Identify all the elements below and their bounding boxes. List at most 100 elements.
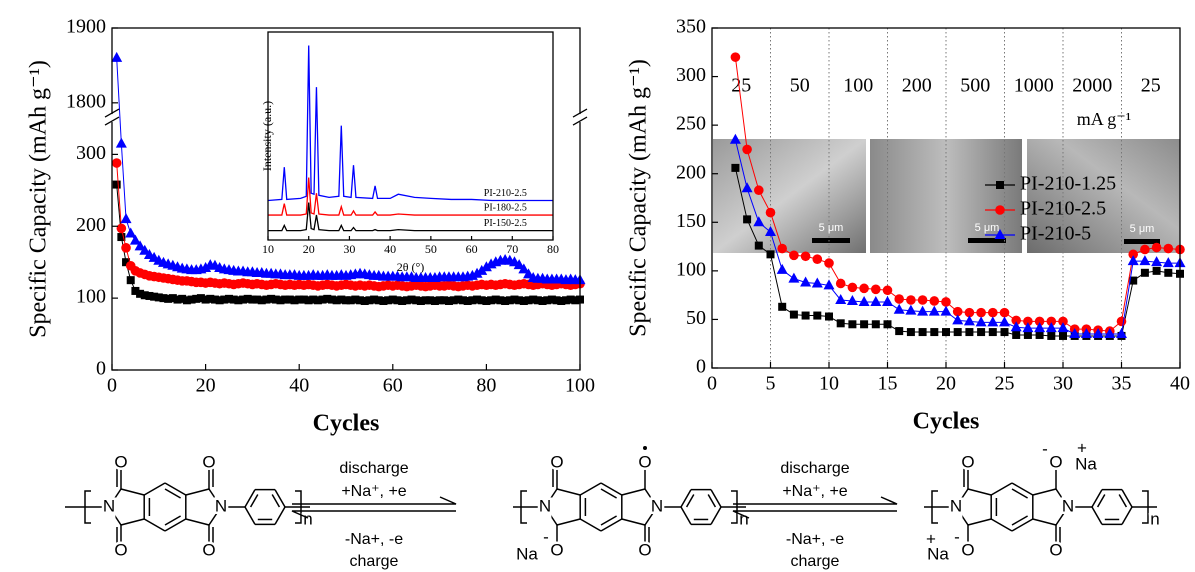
marker — [741, 182, 753, 193]
bond — [274, 489, 286, 508]
marker — [953, 328, 962, 337]
marker — [285, 295, 294, 304]
marker — [173, 295, 182, 304]
marker — [295, 295, 304, 304]
marker — [918, 328, 927, 337]
series-line — [268, 202, 553, 232]
marker — [150, 292, 159, 301]
marker — [121, 243, 131, 253]
marker — [859, 283, 869, 294]
bond — [164, 482, 187, 496]
marker — [552, 296, 561, 305]
marker — [215, 296, 224, 305]
bond — [1011, 518, 1034, 532]
marker — [290, 296, 299, 305]
legend-label: PI-210-2.5 — [1020, 198, 1106, 220]
y-tick-label: 200 — [76, 214, 106, 236]
marker — [471, 267, 483, 278]
marker — [846, 294, 858, 305]
marker — [988, 307, 998, 318]
marker — [435, 296, 444, 305]
marker — [374, 296, 383, 305]
marker — [379, 297, 388, 306]
marker — [905, 304, 917, 315]
bond — [1011, 482, 1034, 496]
marker — [952, 306, 963, 317]
marker — [384, 296, 393, 305]
atom-label: O — [202, 452, 215, 471]
marker — [449, 296, 458, 305]
marker — [430, 297, 439, 306]
marker — [965, 328, 974, 337]
marker — [440, 296, 449, 305]
marker — [111, 51, 123, 62]
marker — [930, 328, 939, 337]
marker — [515, 296, 524, 305]
bracket — [295, 490, 302, 524]
marker — [928, 305, 940, 316]
x-tick-label: 80 — [547, 242, 559, 256]
marker — [220, 295, 229, 304]
x-tick-label: 40 — [1170, 373, 1190, 395]
marker — [1023, 330, 1032, 339]
marker — [510, 295, 519, 304]
marker — [487, 296, 496, 305]
marker — [835, 278, 846, 289]
marker — [848, 320, 857, 329]
bond — [990, 482, 1013, 496]
atom-label: O — [638, 540, 651, 559]
bond — [1091, 489, 1103, 508]
marker — [882, 295, 893, 306]
bond — [600, 488, 617, 499]
atom-label: + — [1077, 438, 1087, 457]
marker — [1022, 322, 1034, 333]
marker — [1059, 331, 1067, 340]
atom-label: + — [926, 529, 936, 548]
marker — [996, 181, 1004, 189]
bracket — [520, 490, 527, 524]
y-axis-title: Intensity (a.u.) — [260, 101, 274, 171]
x-tick-label: 5 — [766, 373, 776, 395]
marker — [444, 297, 453, 306]
marker — [115, 137, 127, 148]
marker — [505, 296, 514, 305]
marker — [491, 295, 500, 304]
arrow-label: -Na+, -e — [786, 531, 844, 548]
marker — [178, 294, 187, 303]
x-tick-label: 25 — [995, 373, 1015, 395]
marker — [145, 291, 154, 300]
marker — [304, 296, 313, 305]
bond — [680, 489, 692, 508]
atom-label: O — [550, 452, 563, 471]
arrow-label: -Na+, -e — [345, 531, 403, 548]
bond — [271, 494, 281, 508]
marker — [271, 295, 280, 304]
radical-dot — [643, 446, 647, 450]
marker — [1035, 330, 1044, 339]
atom-label: N — [539, 496, 551, 515]
bond — [164, 488, 181, 499]
scale-bar — [968, 238, 1006, 243]
bond — [685, 494, 695, 508]
marker — [547, 295, 556, 304]
marker — [323, 294, 332, 303]
marker — [1012, 330, 1021, 339]
marker — [571, 296, 580, 305]
atom-label: O — [1049, 452, 1062, 471]
marker — [894, 294, 904, 304]
series-line — [268, 177, 553, 216]
marker — [776, 263, 788, 274]
y-tick-label: 150 — [676, 210, 706, 232]
x-tick-label: 30 — [1053, 373, 1073, 395]
legend-label: PI-210-5 — [1020, 223, 1091, 245]
marker — [519, 297, 528, 306]
marker — [1129, 276, 1138, 285]
scale-bar-label: 5 μm — [819, 222, 844, 234]
marker — [929, 296, 940, 306]
marker — [524, 296, 533, 305]
bond — [621, 488, 646, 496]
marker — [800, 251, 811, 262]
bond — [644, 506, 658, 526]
x-tick-label: 40 — [289, 375, 309, 397]
marker — [501, 297, 510, 306]
